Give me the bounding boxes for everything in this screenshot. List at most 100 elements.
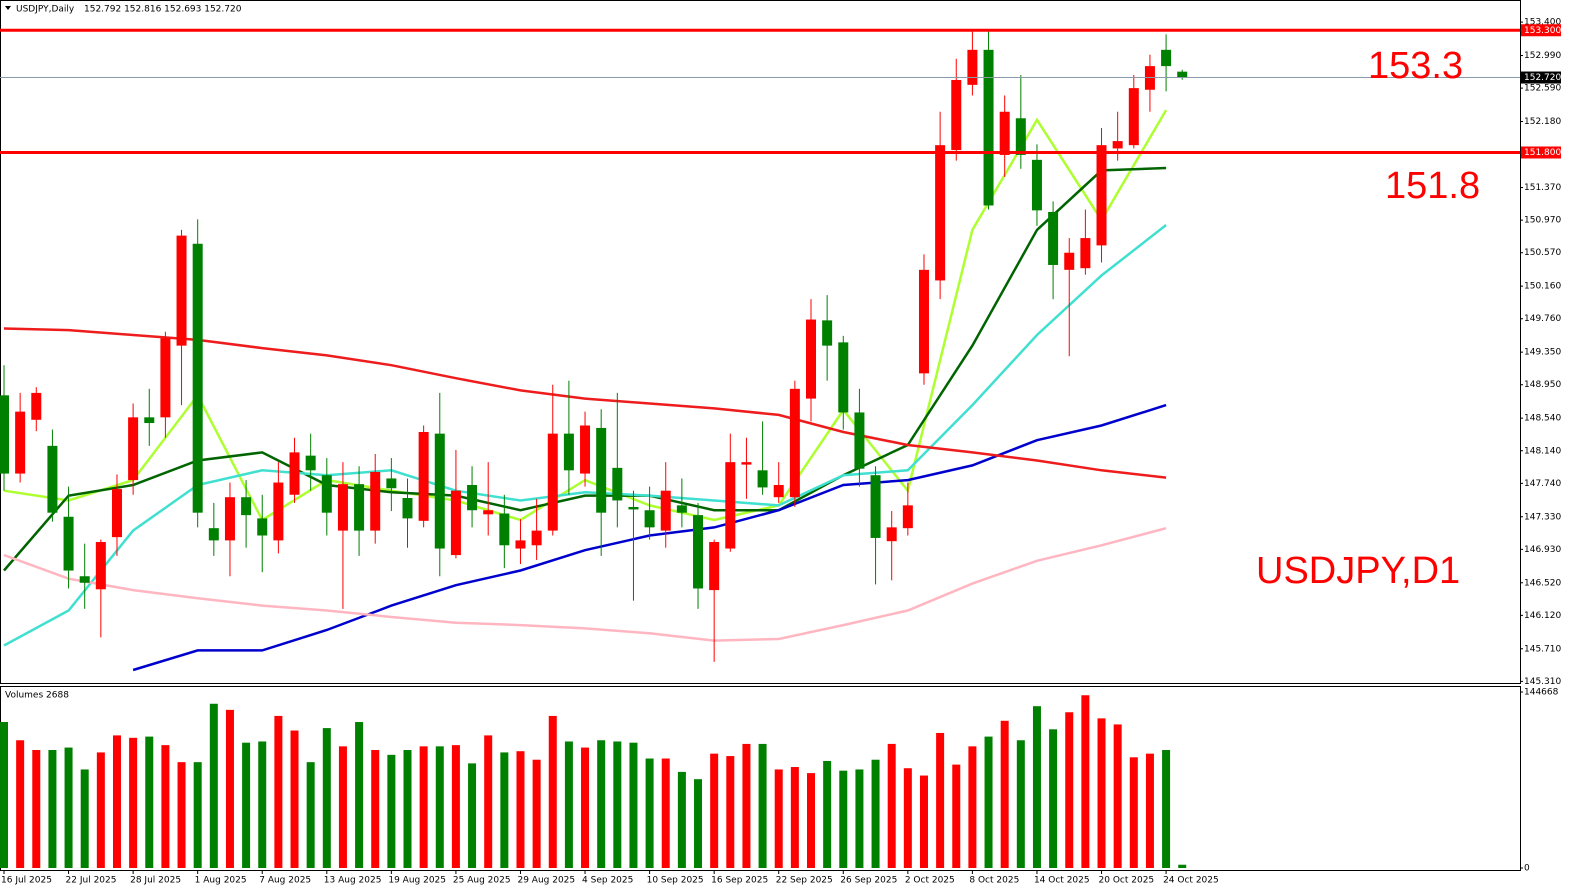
candle-body [499, 513, 510, 546]
candle-body [725, 462, 736, 549]
x-tick-label: 22 Sep 2025 [776, 876, 833, 886]
x-tick-label: 16 Jul 2025 [1, 876, 52, 886]
candle-body [467, 484, 478, 511]
volume-bar [1032, 706, 1041, 868]
candle-body [0, 395, 9, 474]
volume-bar [435, 746, 444, 868]
candle-body [660, 490, 671, 531]
volume-bar [1065, 712, 1074, 868]
volume-bar [112, 735, 121, 868]
y-tick-label: 152.180 [1524, 117, 1561, 127]
volume-bar [225, 709, 234, 868]
x-tick-label: 19 Aug 2025 [388, 876, 446, 886]
y-tick-label: 150.570 [1524, 248, 1561, 258]
candle-body [337, 484, 348, 531]
volume-bar [1178, 864, 1187, 868]
candle-body [128, 417, 139, 481]
x-tick-label: 16 Sep 2025 [711, 876, 768, 886]
volume-bar [403, 749, 412, 868]
volume-bar [80, 769, 89, 868]
volume-bar [613, 741, 622, 868]
candle-body [144, 417, 155, 424]
candle-body [1064, 252, 1075, 270]
y-tick-label: 153.400 [1524, 18, 1561, 28]
symbol: USDJPY,Daily [16, 5, 75, 15]
candle-body [757, 470, 768, 488]
y-tick-label: 148.140 [1524, 446, 1561, 456]
candle-body [676, 505, 687, 513]
volume-bar [726, 756, 735, 868]
candle-body [1031, 159, 1042, 211]
volume-bar [887, 743, 896, 868]
candle-body [95, 542, 106, 590]
candle-body [370, 471, 381, 531]
x-tick-label: 22 Jul 2025 [66, 876, 117, 886]
candle-body [63, 516, 74, 571]
volume-bar [1081, 695, 1090, 868]
candle-body [935, 145, 946, 281]
candle-body [289, 452, 300, 495]
candle-body [273, 482, 284, 541]
x-tick-label: 28 Jul 2025 [130, 876, 181, 886]
volume-bar [1113, 724, 1122, 868]
volume-bar [322, 728, 331, 868]
y-tick-label: 147.330 [1524, 512, 1561, 522]
volume-bar [177, 762, 186, 868]
candle-body [806, 319, 816, 399]
x-tick-label: 4 Sep 2025 [582, 876, 633, 886]
volume-bar [629, 742, 638, 868]
candle-body [208, 528, 219, 541]
candle-body [418, 432, 429, 521]
x-tick-label: 2 Oct 2025 [905, 876, 955, 886]
x-tick-label: 14 Oct 2025 [1034, 876, 1090, 886]
y-tick-label: 146.520 [1524, 578, 1561, 588]
volume-bar [1016, 740, 1025, 868]
candle-body [580, 425, 591, 474]
volume-bar [32, 749, 41, 868]
candle-body [854, 412, 865, 469]
y-tick-label: 152.990 [1524, 51, 1561, 61]
level-label: 153.3 [1368, 45, 1463, 87]
candle-body [822, 320, 833, 346]
x-tick-label: 13 Aug 2025 [324, 876, 382, 886]
volume-bar [1129, 757, 1138, 868]
x-tick-label: 25 Aug 2025 [453, 876, 511, 886]
volume-bar [1049, 729, 1058, 868]
candle-body [983, 49, 994, 206]
volume-bar [548, 715, 557, 868]
y-tick-label: 0 [1524, 864, 1530, 874]
volume-bar [145, 736, 154, 868]
candle-body [321, 475, 332, 513]
volume-bar [451, 745, 460, 868]
candle-body [596, 427, 607, 513]
candle-body [870, 475, 881, 538]
volume-bar [387, 754, 396, 868]
candle-body [450, 490, 461, 556]
y-tick-label: 150.970 [1524, 216, 1561, 226]
y-tick-label: 145.710 [1524, 644, 1561, 654]
volume-bar [500, 752, 509, 868]
y-tick-label: 150.160 [1524, 282, 1561, 292]
volume-bar [1097, 718, 1106, 868]
candle-body [547, 433, 558, 531]
candle-body [709, 542, 720, 591]
volume-bar [564, 741, 573, 868]
volume-bar [871, 759, 880, 868]
candle-body [628, 506, 639, 510]
main-panel [0, 0, 1521, 684]
volume-bar [161, 745, 170, 868]
volume-bar [1145, 753, 1154, 868]
volume-bar [209, 703, 218, 868]
level-box [1521, 146, 1561, 159]
candle-body [434, 433, 445, 549]
candle-body [531, 530, 542, 546]
candle-body [15, 411, 26, 474]
candle-body [902, 505, 913, 529]
volume-bar [597, 740, 606, 868]
x-tick-label: 1 Aug 2025 [195, 876, 247, 886]
volume-bar [532, 759, 541, 868]
volume-bar [919, 775, 928, 868]
y-tick-label: 148.540 [1524, 414, 1561, 424]
candle-body [192, 243, 203, 513]
